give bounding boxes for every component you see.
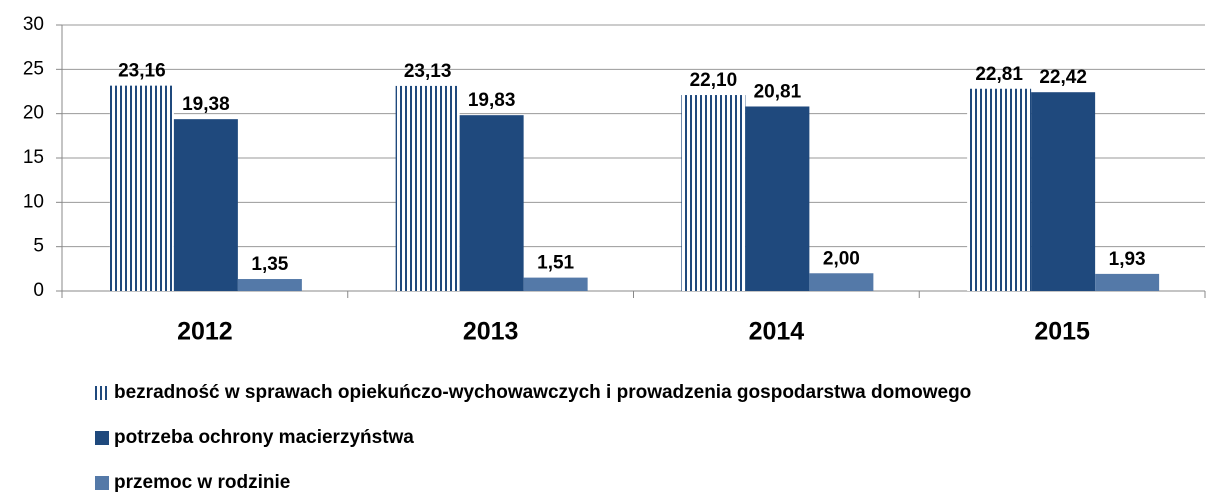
legend-label: przemoc w rodzinie — [114, 472, 290, 493]
value-label: 22,10 — [690, 70, 738, 91]
bar — [967, 88, 1032, 291]
y-tick-label: 5 — [33, 236, 44, 257]
x-tick-label: 2014 — [749, 318, 805, 346]
value-label: 22,42 — [1039, 67, 1087, 88]
value-label: 22,81 — [975, 64, 1023, 85]
legend-label: bezradność w sprawach opiekuńczo-wychowa… — [114, 382, 971, 403]
bar — [237, 279, 302, 291]
legend-label: potrzeba ochrony macierzyństwa — [114, 427, 414, 448]
value-label: 19,38 — [182, 94, 230, 115]
bar — [173, 119, 238, 291]
legend-swatch — [95, 431, 109, 445]
x-tick-label: 2013 — [463, 318, 519, 346]
x-tick-label: 2015 — [1034, 318, 1090, 346]
y-tick-label: 30 — [23, 14, 44, 35]
value-label: 1,93 — [1109, 249, 1146, 270]
bar — [109, 85, 174, 291]
bar — [1095, 273, 1160, 291]
x-tick-label: 2012 — [177, 318, 233, 346]
bar — [681, 95, 746, 292]
legend-swatch — [95, 476, 109, 490]
value-label: 2,00 — [823, 248, 860, 269]
value-label: 20,81 — [754, 82, 802, 103]
bar — [809, 273, 874, 291]
value-label: 19,83 — [468, 90, 516, 111]
value-label: 23,16 — [118, 61, 166, 82]
value-label: 23,13 — [404, 61, 452, 82]
bar — [395, 85, 460, 291]
bar — [523, 277, 588, 291]
bar — [745, 106, 810, 291]
y-tick-label: 10 — [23, 191, 44, 212]
value-label: 1,51 — [537, 253, 574, 274]
y-tick-label: 0 — [33, 280, 44, 301]
y-tick-label: 20 — [23, 103, 44, 124]
y-tick-label: 25 — [23, 58, 44, 79]
legend-swatch — [95, 386, 109, 400]
bar — [1031, 92, 1096, 291]
y-tick-label: 15 — [23, 147, 44, 168]
value-label: 1,35 — [251, 254, 288, 275]
bar — [459, 115, 524, 291]
